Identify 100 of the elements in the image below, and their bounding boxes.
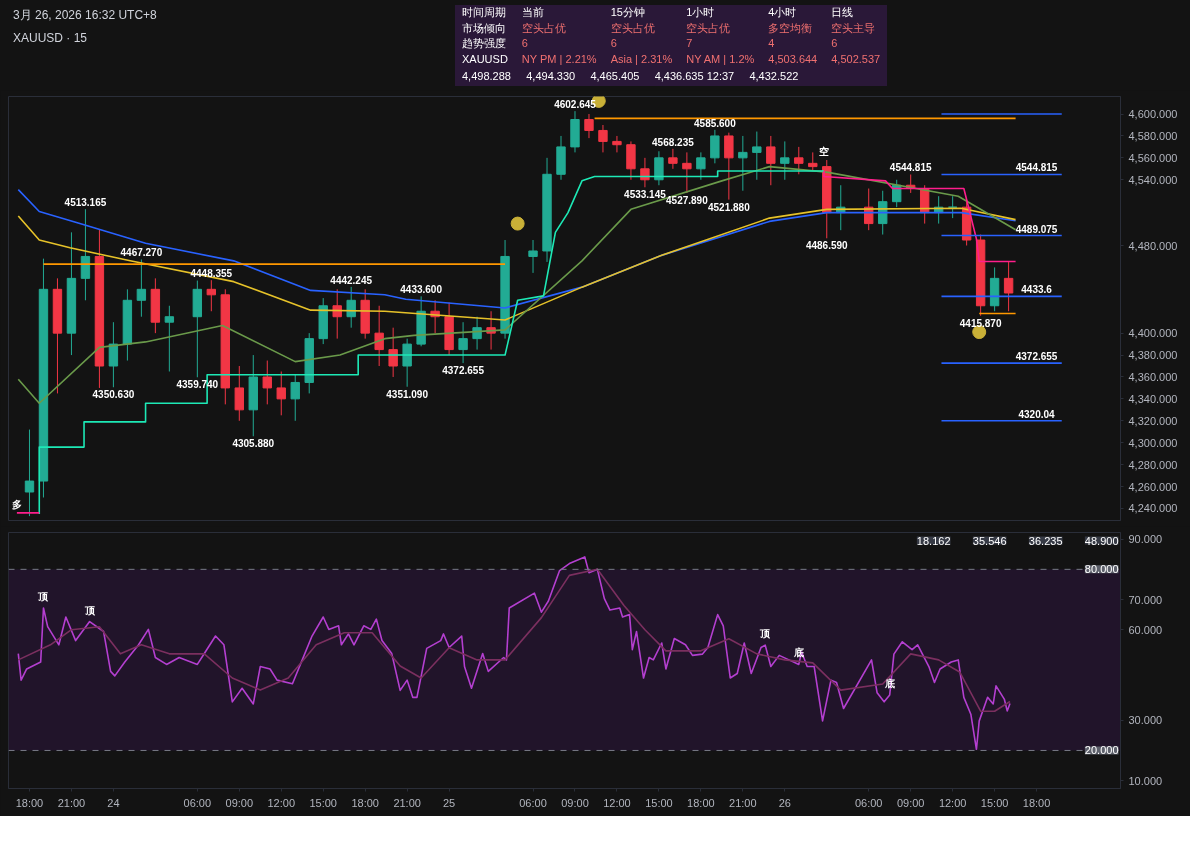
candlestick (136, 258, 147, 318)
annotation: 4320.04 (1018, 408, 1056, 420)
text: NY PM | 2.21% (520, 52, 598, 68)
x-tick-label: 24 (107, 796, 120, 809)
annotation: 4372.655 (442, 365, 485, 377)
line-series (17, 188, 1017, 309)
y-tick-label: 30.000 (1128, 714, 1163, 727)
x-tick-label: 21:00 (57, 796, 86, 809)
annotation: 4544.815 (889, 162, 932, 174)
annotation: 顶 (83, 604, 96, 616)
annotation: 4305.880 (232, 438, 275, 450)
candlestick (696, 151, 706, 181)
x-tick-label: 26 (778, 796, 791, 809)
annotation: 4521.880 (708, 201, 751, 213)
candlestick (374, 305, 384, 367)
text: 时间周期 (461, 5, 507, 20)
x-tick-label: 15:00 (645, 796, 673, 809)
annotation: 顶 (37, 590, 50, 602)
text: 4小时 (767, 5, 798, 20)
candlestick (234, 365, 244, 422)
point (510, 216, 525, 231)
y-tick-label: 4,600.000 (1128, 108, 1178, 121)
text: NY AM | 1.2% (685, 52, 756, 68)
text: 6 (609, 36, 618, 52)
annotation: 4533.145 (624, 189, 667, 201)
x-tick-label: 06:00 (854, 796, 883, 809)
candlestick (780, 140, 790, 181)
y-tick-label: 4,360.000 (1128, 370, 1178, 383)
y-tick-label: 4,260.000 (1128, 480, 1178, 493)
candlestick (290, 374, 300, 422)
x-tick-label: 18:00 (15, 796, 44, 809)
text: 4,498.288 4,494.330 4,465.405 4,436.635 12:37 4,432.522 (462, 69, 799, 82)
annotation: 35.546 (972, 534, 1007, 547)
annotation: 4489.075 (1015, 223, 1058, 235)
annotation: 4544.815 (1015, 162, 1058, 174)
x-tick-label: 09:00 (561, 796, 589, 809)
line-series (17, 165, 1017, 405)
text: 趋势强度 (461, 36, 507, 52)
text: 7 (685, 36, 694, 52)
annotation: 4568.235 (652, 136, 695, 148)
annotation: 4527.890 (666, 195, 709, 207)
candlestick (738, 135, 748, 192)
candlestick (640, 157, 650, 188)
annotation: 4433.6 (1021, 284, 1053, 296)
annotation: 4433.600 (400, 284, 443, 296)
candlestick (668, 148, 678, 170)
annotation: 4448.355 (190, 268, 233, 280)
candlestick (276, 371, 286, 416)
candlestick (528, 239, 538, 274)
annotation: 多 (11, 498, 22, 510)
y-tick-label: 4,560.000 (1128, 151, 1178, 164)
y-tick-label: 4,280.000 (1128, 458, 1178, 471)
candlestick (164, 305, 175, 372)
x-tick-label: 21:00 (729, 796, 757, 809)
text: 1小时 (685, 5, 716, 20)
x-tick-label: 12:00 (603, 796, 631, 809)
y-tick-label: 4,400.000 (1128, 327, 1178, 340)
text: 4,503.644 (767, 52, 819, 68)
candlestick (752, 131, 762, 181)
annotation: 4467.270 (120, 247, 163, 259)
y-tick-label: 4,320.000 (1128, 414, 1178, 427)
y-tick-label: 4,300.000 (1128, 436, 1178, 449)
line-series (17, 556, 1011, 751)
candlestick (332, 288, 342, 340)
candlestick (682, 151, 692, 194)
candlestick (710, 129, 720, 164)
y-tick-label: 90.000 (1128, 533, 1163, 546)
annotation: 4415.870 (959, 317, 1002, 329)
candlestick (598, 124, 608, 153)
candlestick (206, 279, 217, 312)
annotation: 4486.590 (805, 240, 849, 252)
candlestick (108, 321, 119, 388)
ref-line-label: 20.000 (1084, 744, 1119, 757)
candlestick (346, 286, 356, 329)
y-tick-label: 4,580.000 (1128, 129, 1178, 142)
y-tick-label: 10.000 (1128, 774, 1163, 787)
annotation: 4350.630 (92, 389, 135, 401)
y-tick-label: 4,380.000 (1128, 349, 1178, 362)
x-tick-label: 09:00 (225, 796, 254, 809)
x-tick-label: 12:00 (267, 796, 296, 809)
y-tick-label: 4,480.000 (1128, 239, 1178, 252)
x-tick-label: 09:00 (896, 796, 925, 809)
y-tick-label: 4,340.000 (1128, 392, 1178, 405)
x-tick-label: 15:00 (309, 796, 337, 809)
y-tick-label: 4,540.000 (1128, 173, 1178, 186)
candlestick (724, 132, 734, 201)
text: 空头主导 (830, 20, 877, 36)
text: XAUUSD (461, 52, 509, 68)
text: Asia | 2.31% (609, 52, 674, 68)
chart-subtitle: 3月 26, 2026 16:32 UTC+8 (13, 7, 157, 24)
y-tick-label: 70.000 (1128, 593, 1163, 606)
text: 15分钟 (609, 5, 646, 20)
candlestick (794, 146, 804, 175)
annotation: 顶 (759, 628, 772, 640)
y-tick-label: 4,240.000 (1128, 502, 1178, 515)
candlestick (1003, 261, 1014, 312)
candlestick (892, 179, 902, 208)
candlestick (808, 151, 818, 172)
x-tick-label: 15:00 (980, 796, 1009, 809)
candlestick (654, 150, 664, 186)
